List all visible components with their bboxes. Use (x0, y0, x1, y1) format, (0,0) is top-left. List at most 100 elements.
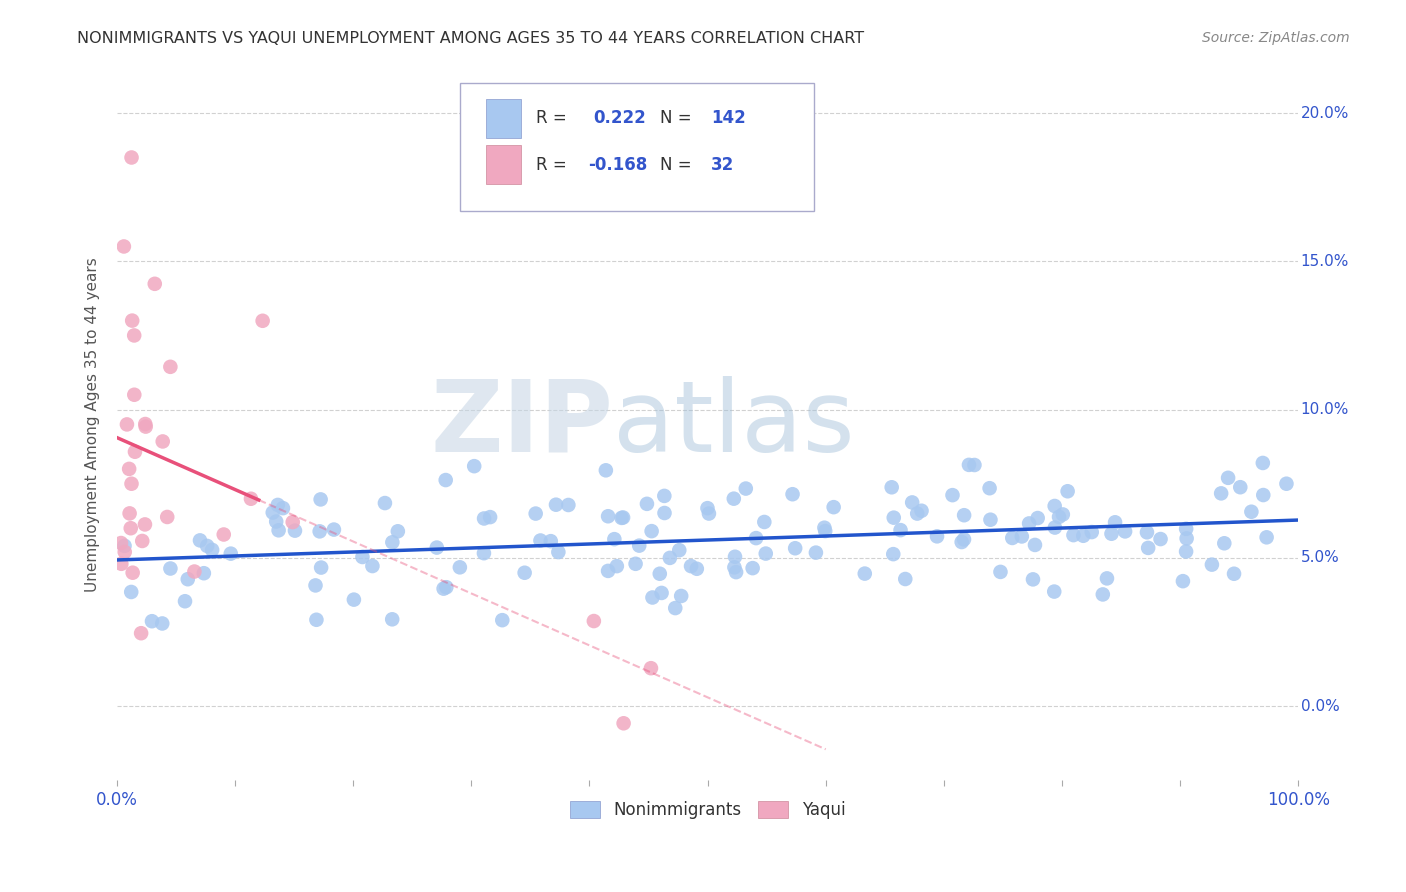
Point (239, 491, 262, 506)
Point (1175, 522, 1198, 536)
Point (121, 476, 143, 491)
Point (281, 515, 304, 529)
Point (309, 560, 332, 574)
Point (755, 547, 778, 561)
Point (381, 535, 404, 549)
Point (686, 562, 709, 576)
Point (434, 580, 457, 594)
Point (668, 543, 690, 558)
Point (595, 463, 617, 477)
Point (252, 314, 274, 328)
Point (624, 557, 647, 571)
Point (723, 491, 745, 506)
Point (1275, 476, 1298, 491)
Point (640, 524, 662, 538)
Point (1091, 587, 1114, 601)
Point (1026, 511, 1049, 525)
Point (1251, 456, 1274, 470)
Legend: Nonimmigrants, Yaqui: Nonimmigrants, Yaqui (564, 794, 852, 825)
Text: 10.0%: 10.0% (1301, 402, 1348, 417)
Point (309, 492, 332, 507)
Point (1136, 525, 1159, 540)
Point (1175, 532, 1198, 546)
Point (1052, 508, 1074, 522)
Point (129, 626, 152, 640)
Point (905, 507, 928, 521)
Point (122, 328, 145, 343)
Point (953, 508, 976, 523)
Point (1071, 529, 1094, 543)
Text: N =: N = (661, 155, 692, 174)
Point (201, 542, 224, 557)
Point (449, 560, 471, 574)
Point (853, 566, 876, 581)
Point (426, 541, 449, 555)
Point (1056, 484, 1078, 499)
Point (557, 498, 579, 512)
FancyBboxPatch shape (460, 83, 814, 211)
Point (782, 487, 804, 501)
Point (540, 534, 562, 549)
Point (120, 521, 142, 535)
Text: 15.0%: 15.0% (1301, 254, 1348, 268)
Text: atlas: atlas (613, 376, 855, 473)
Bar (485, 145, 522, 184)
Point (990, 565, 1012, 579)
Point (262, 506, 284, 520)
Point (596, 509, 619, 524)
Point (648, 566, 671, 581)
Point (188, 533, 211, 548)
Point (195, 539, 218, 553)
Point (1043, 584, 1066, 599)
Point (271, 501, 294, 516)
Point (124, 388, 146, 402)
Point (1024, 538, 1046, 552)
Point (696, 501, 718, 516)
Point (697, 507, 720, 521)
Point (124, 444, 146, 458)
Point (159, 561, 181, 575)
Point (1256, 530, 1278, 544)
Point (115, 417, 138, 432)
Point (183, 565, 205, 579)
Point (284, 524, 307, 538)
Point (1001, 531, 1024, 545)
Point (734, 482, 756, 496)
Point (641, 591, 664, 605)
Point (547, 545, 569, 559)
Point (112, 239, 135, 253)
Point (1251, 488, 1274, 502)
Point (267, 524, 290, 538)
Point (823, 500, 845, 515)
Point (1011, 529, 1033, 543)
Text: 5.0%: 5.0% (1301, 550, 1340, 566)
Point (212, 527, 235, 541)
Point (304, 578, 326, 592)
Point (1201, 558, 1223, 572)
Point (387, 524, 409, 539)
Point (596, 564, 619, 578)
Point (114, 545, 136, 559)
Point (640, 661, 662, 675)
Point (1240, 505, 1263, 519)
Point (628, 539, 651, 553)
Point (343, 592, 366, 607)
Point (1223, 566, 1246, 581)
Text: 0.0%: 0.0% (1301, 698, 1340, 714)
Point (141, 614, 163, 628)
Point (361, 559, 384, 574)
Point (724, 549, 747, 564)
Point (804, 546, 827, 560)
Text: R =: R = (536, 110, 567, 128)
Point (529, 533, 551, 548)
Point (925, 529, 948, 543)
Point (979, 481, 1001, 495)
Point (152, 434, 174, 449)
Point (658, 550, 681, 565)
Point (121, 151, 143, 165)
Point (901, 495, 924, 509)
Point (741, 561, 763, 575)
Point (114, 539, 136, 553)
Point (1095, 571, 1118, 585)
Text: 32: 32 (711, 155, 734, 174)
